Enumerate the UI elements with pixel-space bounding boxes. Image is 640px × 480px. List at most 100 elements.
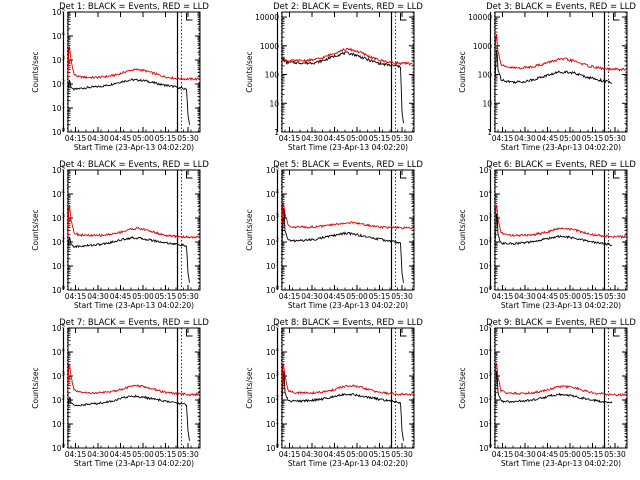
series-line-events <box>282 371 404 441</box>
y-axis-label: Counts/sec <box>31 51 40 92</box>
x-tick-label: 05:15 <box>369 134 391 143</box>
x-tick-label: 05:30 <box>391 450 413 459</box>
series-line-lld <box>282 47 413 66</box>
x-tick-label: 05:30 <box>177 292 199 301</box>
x-tick-label: 05:00 <box>559 450 581 459</box>
plot-frame <box>281 169 415 291</box>
series-line-lld <box>68 204 199 239</box>
chart-panel-8: Det 8: BLACK = Events, RED = LLD10010110… <box>245 318 423 468</box>
x-tick-label: 05:15 <box>369 292 391 301</box>
x-tick-label: 05:30 <box>604 134 626 143</box>
x-tick-label: 05:30 <box>604 450 626 459</box>
chart-panel-1: Det 1: BLACK = Events, RED = LLD10010110… <box>31 2 209 152</box>
chart-title: Det 9: BLACK = Events, RED = LLD <box>486 318 636 328</box>
x-tick-label: 05:00 <box>132 450 154 459</box>
y-axis-label: Counts/sec <box>245 51 254 92</box>
x-tick-label: 04:45 <box>324 134 346 143</box>
chart-title: Det 8: BLACK = Events, RED = LLD <box>273 318 423 328</box>
x-tick-label: 04:15 <box>279 134 301 143</box>
y-tick-label: 100 <box>265 71 280 80</box>
x-tick-label: 04:15 <box>65 292 87 301</box>
y-tick-label: 1000 <box>260 42 279 51</box>
plot-frame <box>281 11 415 133</box>
x-tick-label: 04:30 <box>87 134 109 143</box>
plot-frame <box>494 327 628 449</box>
x-tick-label: 05:15 <box>369 450 391 459</box>
x-tick-label: 04:15 <box>65 450 87 459</box>
series-line-lld <box>68 46 199 82</box>
x-tick-label: 04:30 <box>87 292 109 301</box>
plot-frame <box>67 11 201 133</box>
x-axis-label: Start Time (23-Apr-13 04:02:20) <box>74 143 194 152</box>
y-tick-label: 1000 <box>473 42 492 51</box>
y-tick-label: 100 <box>478 71 493 80</box>
bracket-marker <box>186 171 193 179</box>
x-tick-label: 05:30 <box>177 134 199 143</box>
x-tick-label: 04:45 <box>110 292 132 301</box>
y-tick-label: 10000 <box>255 13 279 22</box>
y-tick-label: 10 <box>482 99 492 108</box>
bracket-marker <box>613 171 620 179</box>
x-tick-label: 04:15 <box>492 134 514 143</box>
series-line-events <box>495 370 613 405</box>
plot-frame <box>494 11 628 133</box>
x-tick-label: 05:00 <box>346 134 368 143</box>
y-tick-label: 105 <box>52 324 66 334</box>
plot-frame <box>67 327 201 449</box>
y-axis-label: Counts/sec <box>31 209 40 250</box>
x-tick-label: 05:15 <box>155 450 177 459</box>
series-line-lld <box>282 363 413 396</box>
x-tick-label: 04:45 <box>537 450 559 459</box>
chart-panel-9: Det 9: BLACK = Events, RED = LLD10010110… <box>458 318 636 468</box>
y-tick-label: 105 <box>266 166 280 176</box>
x-axis-label: Start Time (23-Apr-13 04:02:20) <box>501 301 621 310</box>
plot-frame <box>494 169 628 291</box>
chart-title: Det 2: BLACK = Events, RED = LLD <box>273 2 423 12</box>
y-tick-label: 10 <box>269 99 279 108</box>
chart-panel-5: Det 5: BLACK = Events, RED = LLD10010110… <box>245 160 423 310</box>
x-tick-label: 05:00 <box>559 134 581 143</box>
x-tick-label: 04:45 <box>110 450 132 459</box>
series-line-lld <box>495 362 626 397</box>
bracket-marker <box>400 329 407 337</box>
bracket-marker <box>613 329 620 337</box>
y-tick-label: 1 <box>274 128 279 137</box>
x-tick-label: 04:15 <box>492 450 514 459</box>
x-tick-label: 05:15 <box>582 134 604 143</box>
bracket-marker <box>400 13 407 21</box>
x-tick-label: 05:30 <box>391 134 413 143</box>
y-axis-label: Counts/sec <box>245 209 254 250</box>
x-axis-label: Start Time (23-Apr-13 04:02:20) <box>501 459 621 468</box>
series-line-events <box>282 208 404 283</box>
x-tick-label: 04:45 <box>324 292 346 301</box>
x-tick-label: 04:15 <box>65 134 87 143</box>
chart-title: Det 7: BLACK = Events, RED = LLD <box>59 318 209 328</box>
chart-panel-2: Det 2: BLACK = Events, RED = LLD 1 10 100 10… <box>245 2 423 152</box>
x-tick-label: 05:15 <box>155 134 177 143</box>
x-tick-label: 05:15 <box>582 450 604 459</box>
y-axis-label: Counts/sec <box>458 367 467 408</box>
x-tick-label: 04:45 <box>537 134 559 143</box>
x-tick-label: 05:30 <box>604 292 626 301</box>
chart-panel-4: Det 4: BLACK = Events, RED = LLD10010110… <box>31 160 209 310</box>
x-axis-label: Start Time (23-Apr-13 04:02:20) <box>501 143 621 152</box>
series-line-events <box>68 394 190 441</box>
y-axis-label: Counts/sec <box>245 367 254 408</box>
y-tick-label: 105 <box>479 324 493 334</box>
chart-panel-6: Det 6: BLACK = Events, RED = LLD10010110… <box>458 160 636 310</box>
x-tick-label: 04:30 <box>301 292 323 301</box>
x-tick-label: 04:30 <box>301 134 323 143</box>
x-tick-label: 04:30 <box>514 134 536 143</box>
series-line-lld <box>282 202 413 230</box>
x-tick-label: 04:15 <box>492 292 514 301</box>
y-axis-label: Counts/sec <box>458 51 467 92</box>
x-tick-label: 05:15 <box>155 292 177 301</box>
x-tick-label: 04:45 <box>537 292 559 301</box>
y-tick-label: 105 <box>52 166 66 176</box>
x-tick-label: 05:00 <box>346 292 368 301</box>
x-tick-label: 05:00 <box>132 134 154 143</box>
y-tick-label: 105 <box>479 166 493 176</box>
x-axis-label: Start Time (23-Apr-13 04:02:20) <box>288 459 408 468</box>
x-tick-label: 04:30 <box>514 450 536 459</box>
series-line-events <box>495 213 613 247</box>
